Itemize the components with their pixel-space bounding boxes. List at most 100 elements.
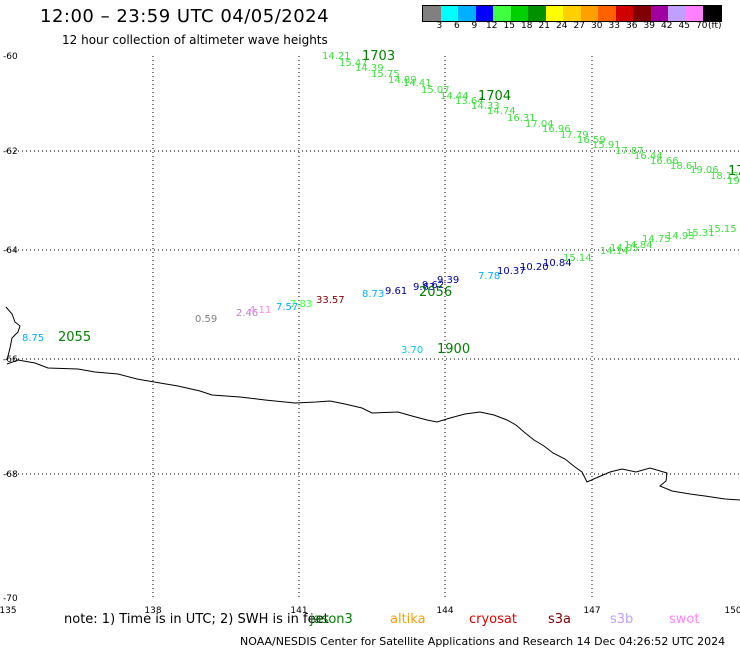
wave-height-label: 15.15	[708, 224, 737, 235]
wave-height-label: 14.44	[440, 91, 469, 102]
lon-tick-label: 138	[144, 606, 161, 616]
wave-height-label: 10.37	[497, 266, 526, 277]
wave-height-label: 15.14	[563, 253, 592, 264]
colorbar-swatch	[685, 6, 703, 21]
colorbar-swatch	[510, 6, 528, 21]
colorbar-tick-label: 27	[573, 21, 585, 31]
colorbar-tick-label: 33	[608, 21, 620, 31]
colorbar-swatch	[528, 6, 546, 21]
wave-height-label: 7.83	[290, 299, 312, 310]
colorbar-tick-label: 9	[471, 21, 478, 31]
colorbar-tick-label: 12	[486, 21, 498, 31]
colorbar-swatch	[633, 6, 651, 21]
legend-s3b: s3b	[610, 612, 634, 627]
track-17: 17	[728, 164, 740, 179]
wave-height-label: 17.04	[525, 119, 554, 130]
wave-height-label: 7.57	[276, 302, 298, 313]
lon-tick-label: 144	[436, 606, 453, 616]
wave-height-label: 15.47	[339, 58, 368, 69]
legend-bar: note: 1) Time is in UTC; 2) SWH is in fe…	[0, 612, 740, 632]
wave-height-label: 33.57	[316, 295, 345, 306]
wave-height-label: 0.59	[195, 314, 217, 325]
wave-height-label: 15.07	[421, 85, 450, 96]
map-subtitle: 12 hour collection of altimeter wave hei…	[62, 33, 328, 47]
colorbar-tick-label: 21	[538, 21, 550, 31]
colorbar-swatch	[703, 6, 721, 21]
colorbar-tick-label: 39	[643, 21, 655, 31]
colorbar-swatch	[423, 6, 441, 21]
track-1900: 3.70 1900	[401, 342, 470, 357]
wave-height-label: 14.74	[487, 106, 516, 117]
wave-height-label: 14.84	[624, 240, 653, 251]
wave-height-label: 8.75	[22, 333, 44, 344]
wave-height-label: 14.21	[322, 51, 351, 62]
wave-height-label: 9.61	[385, 286, 407, 297]
colorbar-swatch	[650, 6, 668, 21]
colorbar-tick-label: 18	[521, 21, 533, 31]
colorbar-swatch	[458, 6, 476, 21]
colorbar-swatch	[493, 6, 511, 21]
wave-height-label: 16.44	[634, 151, 663, 162]
wave-height-label: 16.96	[542, 124, 571, 135]
wave-height-label: 14.41	[403, 78, 432, 89]
lat-tick-label: -60	[3, 52, 18, 62]
track-2055: 8.75 2055	[22, 330, 91, 345]
legend-altika: altika	[390, 612, 426, 627]
wave-height-label: 3.70	[401, 345, 423, 356]
lon-tick-label: 150	[724, 606, 740, 616]
wave-height-label: 14.33	[471, 101, 500, 112]
lon-tick-label: 147	[583, 606, 600, 616]
satellite-tracks: 14.2115.4714.3915.7514.8914.4115.0714.44…	[22, 49, 740, 357]
wave-height-label: 8.73	[362, 289, 384, 300]
wave-height-label: 14.39	[355, 63, 384, 74]
colorbar-tick-label: 45	[678, 21, 690, 31]
wave-height-label: 10.20	[520, 262, 549, 273]
wave-height-label: 4.11	[249, 305, 271, 316]
colorbar-tick-label: 36	[626, 21, 638, 31]
wave-height-label: 16.59	[577, 135, 606, 146]
wave-height-colorbar	[422, 5, 722, 22]
wave-height-label: 16.66	[650, 156, 679, 167]
colorbar-tick-label: 3	[436, 21, 443, 31]
colorbar-swatch	[563, 6, 581, 21]
wave-height-label: 7.78	[478, 271, 500, 282]
wave-height-label: 10.84	[543, 258, 572, 269]
footer-credit: NOAA/NESDIS Center for Satellite Applica…	[240, 635, 726, 648]
wave-height-label: 15.75	[371, 69, 400, 80]
colorbar-swatch	[668, 6, 686, 21]
colorbar-tick-label: 15	[503, 21, 515, 31]
wave-height-label: 18.61	[670, 161, 699, 172]
lat-tick-label: -70	[3, 594, 18, 604]
colorbar-swatch	[598, 6, 616, 21]
colorbar-swatch	[580, 6, 598, 21]
colorbar-swatch	[440, 6, 458, 21]
colorbar-tick-label: 24	[556, 21, 568, 31]
lat-tick-label: -66	[3, 355, 18, 365]
legend-swot: swot	[669, 612, 700, 627]
wave-height-label: 14.75	[642, 234, 671, 245]
map-grid	[6, 56, 740, 598]
wave-height-label: 15.91	[592, 140, 621, 151]
coastline-west	[5, 306, 21, 361]
wave-height-label: 19.06	[690, 165, 719, 176]
lon-tick-label: 135	[0, 606, 17, 616]
legend-jason3: jason3	[310, 612, 353, 627]
lat-tick-label: -62	[3, 147, 18, 157]
legend-s3a: s3a	[548, 612, 572, 627]
coastline	[5, 306, 740, 501]
wave-height-label: 9.62	[422, 280, 444, 291]
track-id-label: 2055	[58, 330, 91, 345]
colorbar-tick-label: 6	[454, 21, 460, 31]
lat-tick-label: -68	[3, 470, 18, 480]
wave-height-label: 9.39	[437, 275, 459, 286]
colorbar-tick-label: 42	[661, 21, 673, 31]
colorbar-unit: (ft)	[708, 21, 722, 31]
track-id-label: 2056	[419, 285, 452, 300]
map-title: 12:00 – 23:59 UTC 04/05/2024	[40, 6, 330, 27]
wave-height-label: 14.89	[388, 75, 417, 86]
wave-height-label: 17.87	[615, 146, 644, 157]
colorbar-tick-label: 30	[591, 21, 603, 31]
wave-height-label: 16.31	[507, 113, 536, 124]
wave-height-label: 14.05	[610, 243, 639, 254]
